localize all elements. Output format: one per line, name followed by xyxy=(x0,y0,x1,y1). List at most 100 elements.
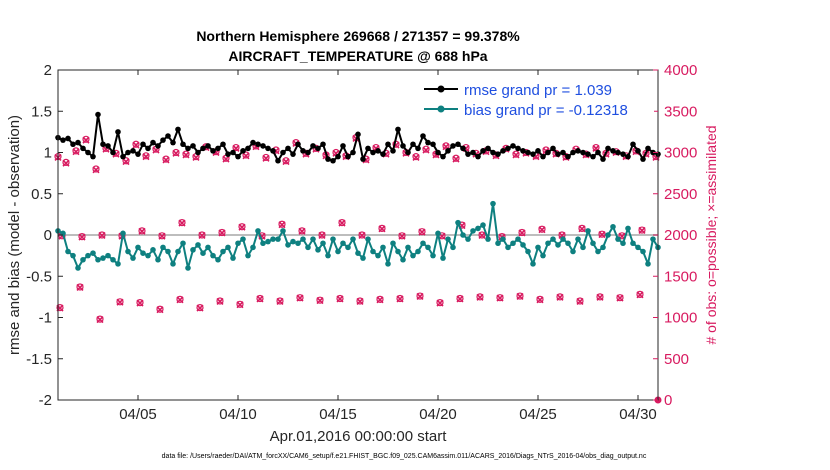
legend-bias-marker xyxy=(437,105,445,113)
bias-point xyxy=(210,252,216,259)
rmse-point xyxy=(105,143,111,149)
rmse-point xyxy=(280,149,286,156)
rmse-point xyxy=(370,149,376,156)
obs-assimilated-marker xyxy=(76,283,84,291)
bias-point xyxy=(175,248,181,255)
rmse-point xyxy=(420,133,426,139)
obs-assimilated-marker xyxy=(536,296,544,304)
obs-assimilated-marker xyxy=(336,295,344,303)
bias-point xyxy=(605,232,611,238)
bias-point xyxy=(295,240,301,247)
y-axis-left: -2 -1.5 -1 -0.5 0 0.5 1 1.5 2 xyxy=(26,62,63,409)
rmse-point xyxy=(550,145,556,152)
obs-possible-marker xyxy=(416,292,424,300)
rmse-point xyxy=(630,141,636,148)
bias-point xyxy=(350,236,356,242)
bias-point xyxy=(470,228,476,234)
bias-point xyxy=(110,256,116,263)
obs-possible-marker xyxy=(616,294,624,302)
obs-assimilated-marker xyxy=(238,223,246,231)
bias-point xyxy=(565,240,571,247)
rmse-point xyxy=(495,151,501,157)
obs-possible-marker xyxy=(418,228,426,236)
bias-point xyxy=(280,228,286,234)
y2-tick-label: 3500 xyxy=(664,103,697,120)
rmse-point xyxy=(385,141,391,148)
bias-point xyxy=(155,256,161,263)
bias-point xyxy=(590,240,596,247)
bias-point xyxy=(645,261,651,267)
rmse-point xyxy=(300,148,306,154)
y-axis-label: rmse and bias (model - observation) xyxy=(6,115,23,355)
obs-assimilated-marker xyxy=(496,294,504,302)
legend: rmse grand pr = 1.039 bias grand pr = -0… xyxy=(412,79,654,119)
rmse-point xyxy=(215,145,221,152)
rmse-point xyxy=(430,141,436,148)
y2-tick-label: 1000 xyxy=(664,310,697,327)
rmse-point xyxy=(440,153,446,160)
bias-point xyxy=(455,219,461,226)
obs-possible-marker xyxy=(396,294,404,303)
obs-possible-marker xyxy=(156,305,164,313)
obs-possible-marker xyxy=(556,293,564,301)
bias-point xyxy=(340,240,346,247)
rmse-point xyxy=(380,151,386,157)
obs-assimilated-marker xyxy=(418,228,426,236)
obs-possible-marker xyxy=(276,297,284,305)
rmse-point xyxy=(535,148,541,154)
rmse-point xyxy=(325,156,331,162)
rmse-point xyxy=(490,149,496,156)
obs-possible-marker xyxy=(218,228,226,237)
bias-point xyxy=(380,244,386,251)
rmse-point xyxy=(195,149,201,156)
rmse-point xyxy=(185,145,191,152)
rmse-point xyxy=(410,141,416,148)
obs-assimilated-marker xyxy=(638,226,646,235)
obs-possible-marker xyxy=(62,158,70,166)
obs-assimilated-marker xyxy=(156,306,164,314)
rmse-point xyxy=(590,153,596,160)
obs-assimilated-marker xyxy=(178,219,186,227)
obs-assimilated-marker xyxy=(122,158,130,166)
obs-assimilated-marker xyxy=(576,297,584,305)
bias-point xyxy=(400,256,406,263)
obs-assimilated-marker xyxy=(298,227,306,235)
rmse-point xyxy=(640,156,646,162)
bias-point xyxy=(360,255,366,261)
rmse-point xyxy=(480,148,486,154)
obs-possible-marker xyxy=(158,232,166,240)
y2-axis-label: # of obs: o=possible; ×=assimilated xyxy=(703,125,719,344)
obs-possible-marker xyxy=(72,147,80,155)
obs-assimilated-marker xyxy=(62,159,70,167)
rmse-point xyxy=(110,149,116,156)
obs-assimilated-marker xyxy=(338,219,346,227)
bias-point xyxy=(205,244,211,251)
rmse-point xyxy=(155,143,161,149)
rmse-point xyxy=(350,149,356,156)
obs-possible-marker xyxy=(136,299,144,307)
bias-point xyxy=(305,244,311,251)
obs-possible-marker xyxy=(338,219,346,227)
rmse-point xyxy=(135,151,141,157)
rmse-point xyxy=(335,153,341,160)
bias-point xyxy=(180,240,186,247)
bias-point xyxy=(65,248,71,255)
obs-assimilated-marker xyxy=(158,232,166,240)
bias-point xyxy=(475,225,481,232)
bias-point xyxy=(240,236,246,242)
rmse-point xyxy=(285,145,291,152)
x-axis-label: Apr.01,2016 00:00:00 start xyxy=(270,428,448,445)
rmse-point xyxy=(520,148,526,154)
rmse-point xyxy=(405,149,411,156)
obs-assimilated-marker xyxy=(96,315,104,324)
y2-tick-label: 1500 xyxy=(664,268,697,285)
obs-possible-marker xyxy=(96,315,104,323)
bias-point xyxy=(115,261,121,267)
obs-possible-marker xyxy=(282,157,290,165)
rmse-point xyxy=(90,153,96,160)
obs-assimilated-marker xyxy=(478,231,486,239)
bias-point xyxy=(75,265,81,271)
bias-point xyxy=(330,236,336,242)
rmse-point xyxy=(180,141,186,148)
rmse-point xyxy=(395,126,401,133)
